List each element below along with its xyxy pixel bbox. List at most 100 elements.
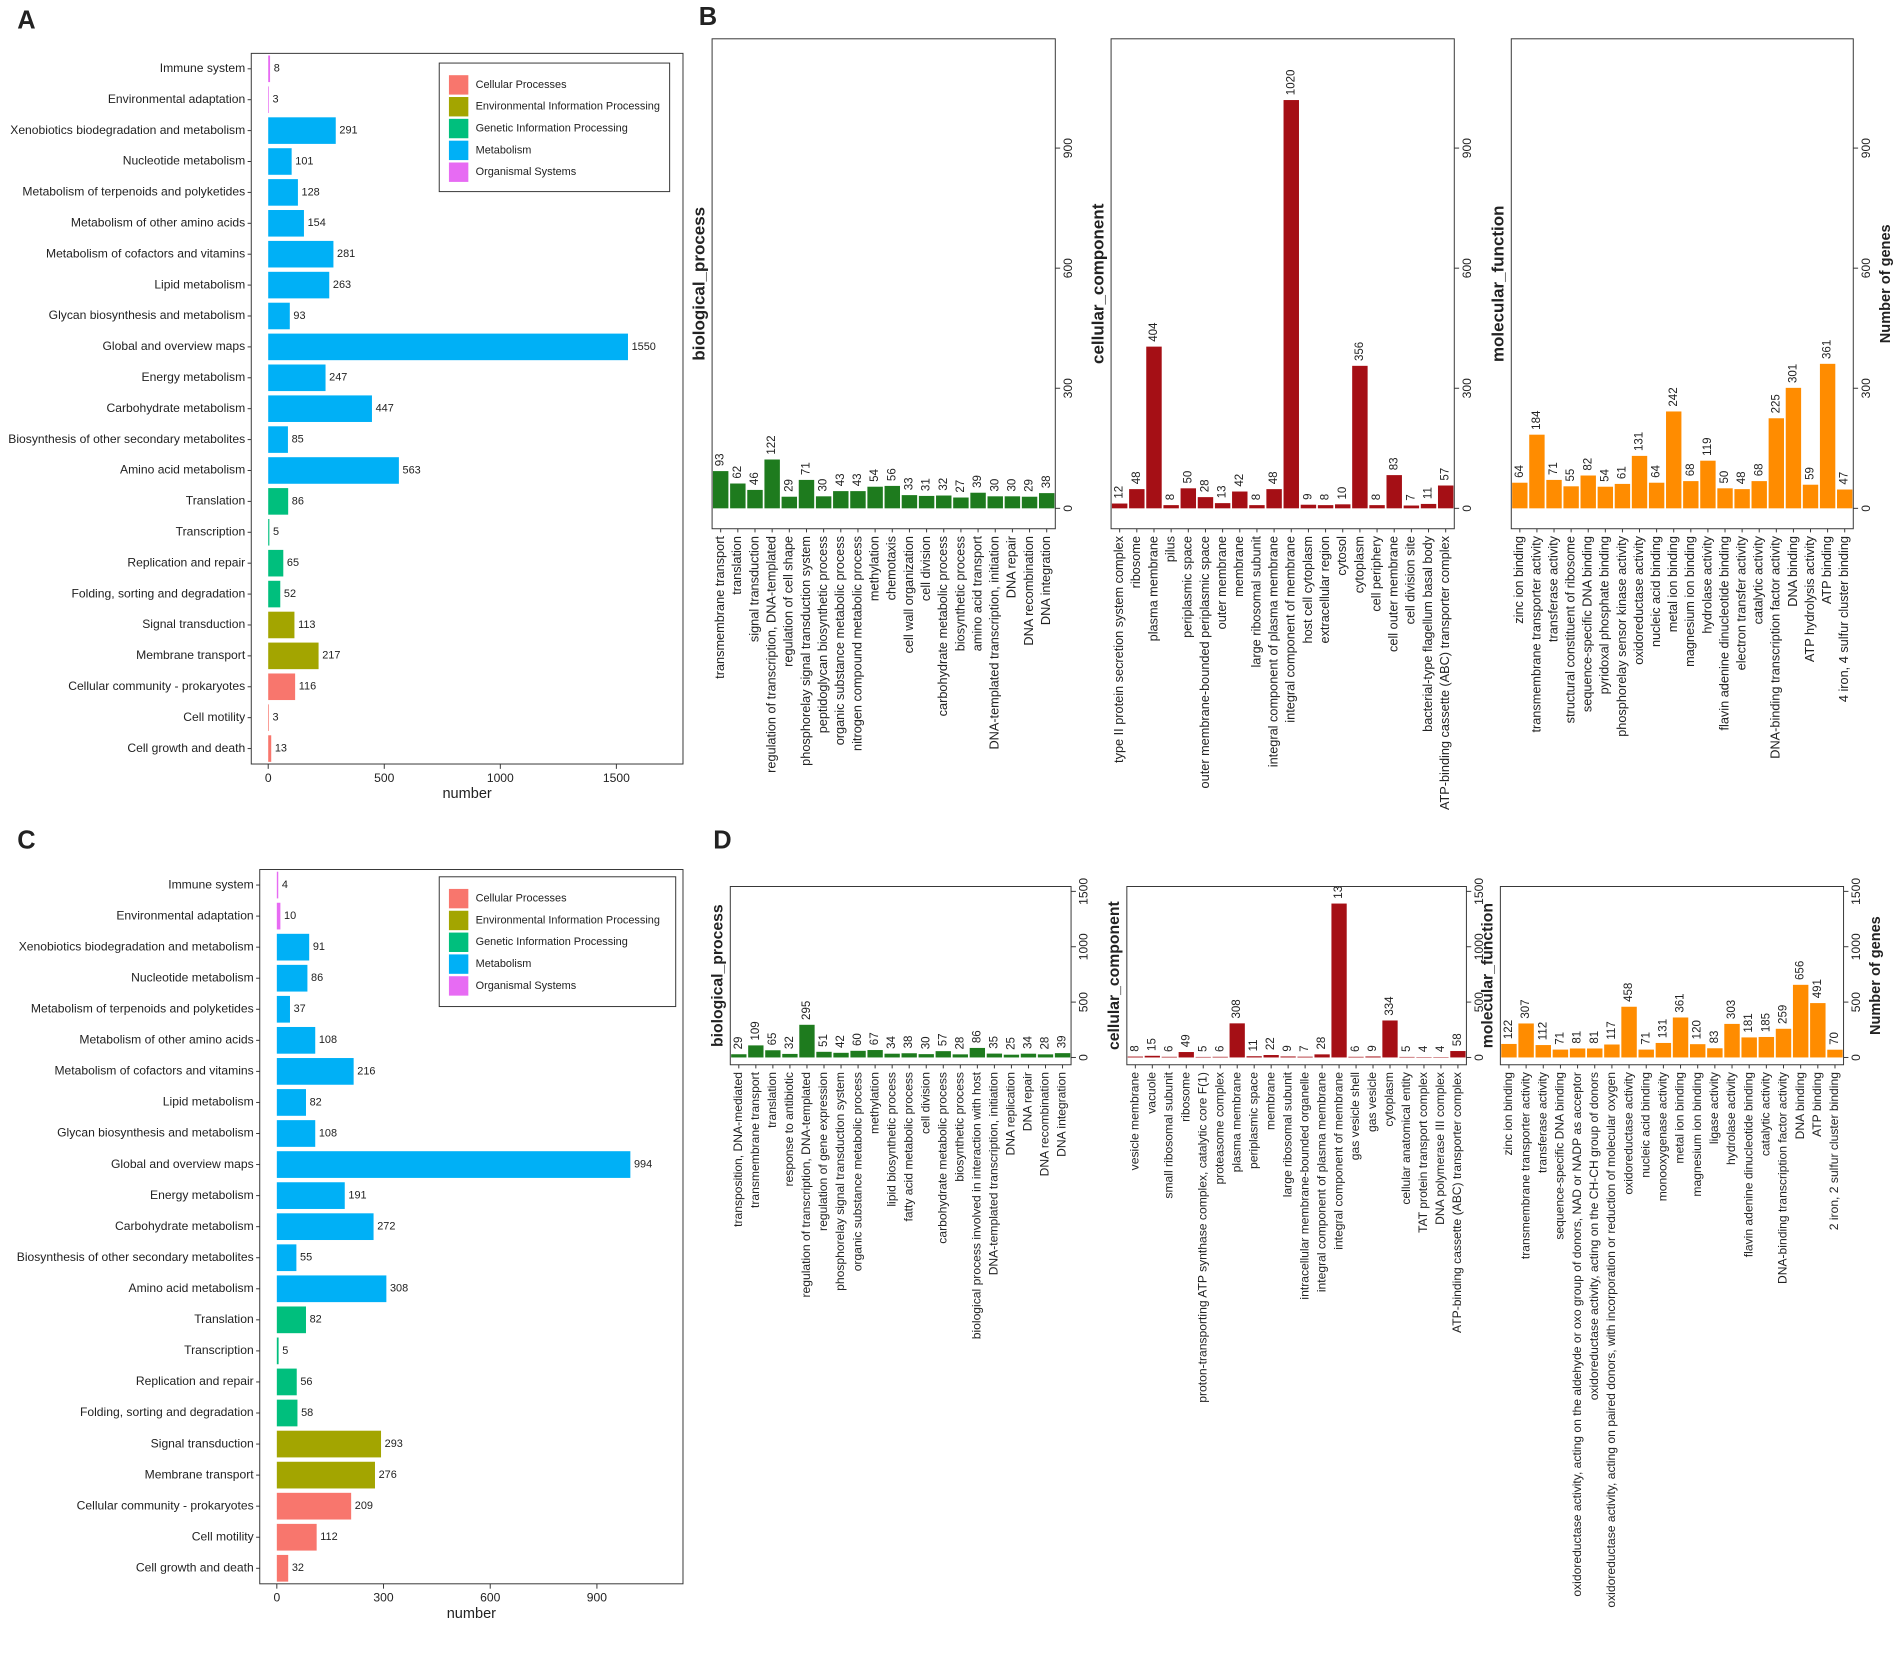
bar: [1569, 1048, 1586, 1058]
value-label: 58: [301, 1407, 313, 1419]
value-label: 86: [292, 495, 304, 507]
category-label: nucleic acid binding: [1638, 1072, 1652, 1178]
value-label: 34: [1023, 1035, 1035, 1048]
bar: [1020, 1053, 1037, 1058]
category-label: cell outer membrane: [1386, 536, 1401, 652]
y-tick-label: 900: [1859, 138, 1873, 158]
bar: [276, 1058, 354, 1085]
category-label: nucleic acid binding: [1648, 536, 1663, 647]
category-label: Global and overview maps: [111, 1157, 254, 1171]
category-label: periplasmic space: [1180, 536, 1195, 638]
value-label: 13: [275, 742, 287, 754]
value-label: 108: [319, 1034, 337, 1046]
category-label: cytosol: [1334, 536, 1349, 576]
category-label: regulation of transcription, DNA-templat…: [764, 536, 779, 773]
value-label: 8: [1129, 1045, 1141, 1051]
facet-title: cellular_component: [1106, 900, 1123, 1050]
category-label: Metabolism of cofactors and vitamins: [46, 246, 245, 260]
value-label: 120: [1692, 1020, 1704, 1039]
category-label: monooxygenase activity: [1656, 1071, 1670, 1201]
facet-title: molecular_function: [1489, 206, 1508, 363]
value-label: 6: [1214, 1046, 1226, 1052]
value-label: 60: [852, 1033, 864, 1046]
value-label: 8: [1251, 494, 1263, 500]
value-label: 42: [1234, 474, 1246, 487]
value-label: 71: [1640, 1032, 1652, 1045]
panel-frame: [711, 38, 1056, 530]
bar: [1038, 493, 1055, 509]
value-label: 57: [1440, 468, 1452, 481]
bar: [268, 333, 628, 361]
value-label: 295: [801, 1001, 813, 1020]
category-label: Signal transduction: [142, 617, 245, 631]
bar: [1683, 481, 1699, 509]
category-label: integral component of membrane: [1331, 1072, 1345, 1250]
value-label: 491: [1812, 979, 1824, 998]
x-tick-label: 1500: [603, 771, 630, 785]
category-label: cellular anatomical entity: [1399, 1071, 1413, 1205]
category-label: signal transduction: [746, 536, 761, 642]
bar: [1717, 488, 1733, 509]
bar: [1775, 1028, 1792, 1058]
value-label: 55: [1565, 469, 1577, 482]
bar: [1648, 482, 1665, 509]
bar: [1758, 1036, 1775, 1058]
category-label: DNA repair: [1004, 535, 1019, 598]
value-label: 39: [1057, 1035, 1069, 1048]
category-label: Immune system: [168, 877, 253, 891]
category-label: ribosome: [1128, 536, 1143, 588]
category-label: flavin adenine dinucleotide binding: [1741, 1072, 1755, 1257]
category-label: ligase activity: [1707, 1071, 1721, 1144]
value-label: 281: [337, 248, 355, 260]
value-label: 5: [282, 1345, 288, 1357]
bar: [1369, 505, 1385, 509]
category-label: DNA-binding transcription factor activit…: [1768, 535, 1783, 758]
category-label: oxidoreductase activity, acting on the C…: [1587, 1072, 1601, 1400]
panel-frame: [729, 886, 1072, 1066]
value-label: 85: [292, 433, 304, 445]
category-label: integral component of plasma membrane: [1265, 536, 1280, 767]
category-label: Replication and repair: [136, 1374, 254, 1388]
y-axis-label: Number of genes: [1878, 224, 1894, 343]
value-label: 57: [937, 1033, 949, 1046]
bar: [867, 486, 883, 509]
category-label: oxidoreductase activity: [1631, 535, 1646, 664]
category-label: DNA-templated transcription, initiation: [987, 1072, 1001, 1275]
value-label: 49: [1180, 1034, 1192, 1047]
value-label: 28: [1316, 1037, 1328, 1050]
value-label: 4: [282, 879, 288, 891]
value-label: 9: [1282, 1045, 1294, 1051]
value-label: 30: [989, 479, 1001, 492]
value-label: 128: [302, 186, 320, 198]
bar: [1399, 1056, 1415, 1058]
bar: [1129, 489, 1145, 509]
bar: [970, 492, 986, 509]
x-tick-label: 300: [373, 1591, 393, 1605]
value-label: 31: [921, 478, 933, 491]
category-label: oxidoreductase activity: [1621, 1071, 1635, 1194]
category-label: Transcription: [184, 1343, 254, 1357]
legend-box: [438, 62, 671, 193]
bar: [1751, 481, 1767, 509]
bar: [936, 495, 952, 509]
x-axis-label: number: [447, 1606, 496, 1622]
bar: [276, 1244, 297, 1272]
bar: [952, 1054, 968, 1058]
value-label: 71: [1554, 1032, 1566, 1045]
category-label: Metabolism of terpenoids and polyketides: [31, 1001, 254, 1015]
category-label: Folding, sorting and degradation: [80, 1405, 254, 1419]
category-label: transmembrane transporter activity: [1518, 1071, 1532, 1259]
value-label: 83: [1388, 457, 1400, 470]
category-label: Cell growth and death: [127, 741, 245, 755]
value-label: 38: [903, 1036, 915, 1049]
plot-frame: [250, 52, 684, 765]
y-tick-label: 600: [1859, 258, 1873, 278]
value-label: 108: [319, 1127, 337, 1139]
category-label: biological process involved in interacti…: [970, 1071, 984, 1339]
category-label: hydrolase activity: [1724, 1071, 1738, 1165]
value-label: 8: [1320, 494, 1332, 500]
value-label: 52: [284, 588, 296, 600]
panel-label: D: [713, 826, 731, 854]
bar: [1700, 460, 1716, 509]
